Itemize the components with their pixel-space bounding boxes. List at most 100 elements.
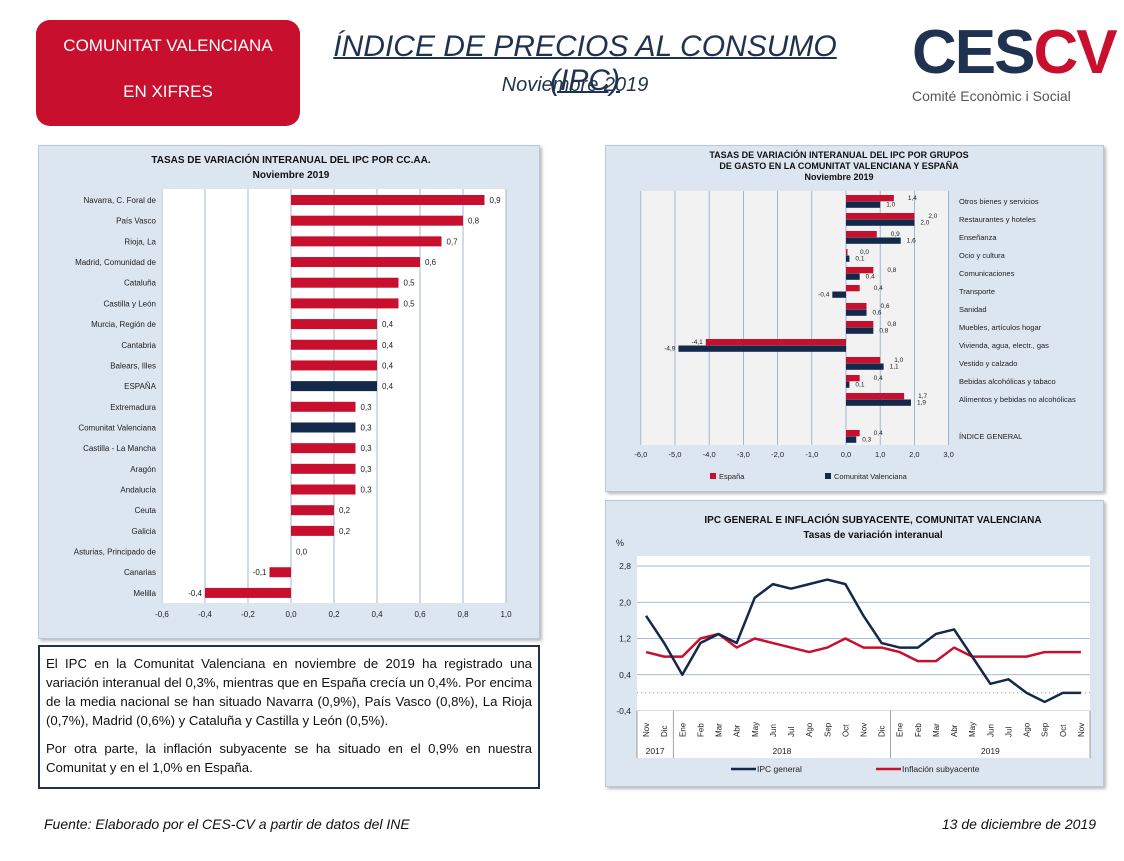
month-label: Sep — [823, 722, 832, 737]
month-label: Ene — [896, 722, 905, 737]
data-label: 0,8 — [468, 217, 480, 226]
y-tick-label: 0,4 — [619, 670, 631, 680]
data-label: 0,2 — [339, 527, 351, 536]
footer-date: 13 de diciembre de 2019 — [941, 816, 1096, 832]
bar-espana — [846, 357, 881, 364]
badge-line-2: EN XIFRES — [123, 82, 213, 101]
category-label: Cataluña — [124, 279, 157, 288]
bar-espana — [846, 231, 877, 238]
chart-title: DE GASTO EN LA COMUNITAT VALENCIANA Y ES… — [719, 161, 959, 171]
plot-area — [637, 556, 1090, 711]
category-label: ÍNDICE GENERAL — [959, 432, 1022, 441]
data-label: -0,4 — [188, 589, 202, 598]
category-label: Andalucía — [120, 486, 156, 495]
data-label: 0,4 — [874, 375, 883, 382]
bar — [291, 319, 377, 330]
ccaa-bar-chart: TASAS DE VARIACIÓN INTERANUAL DEL IPC PO… — [74, 153, 512, 619]
data-label: -4,1 — [692, 339, 704, 346]
x-tick-label: -0,6 — [155, 610, 169, 619]
page-title-text: ÍNDICE DE PRECIOS AL CONSUMO (IPC) — [333, 30, 837, 97]
month-label: Nov — [860, 723, 869, 737]
series-line-ipc-general — [645, 578, 1081, 704]
category-label: Bebidas alcohólicas y tabaco — [959, 377, 1056, 386]
category-label: Balears, Illes — [110, 361, 156, 370]
summary-paragraph-2: Por otra parte, la inflación subyacente … — [46, 741, 532, 775]
year-label: 2018 — [772, 746, 791, 756]
category-label: Galicia — [132, 527, 157, 536]
month-label: Abr — [733, 724, 742, 737]
x-tick-label: 0,6 — [414, 610, 426, 619]
x-tick-label: 0,4 — [371, 610, 383, 619]
bar-cv — [846, 327, 874, 334]
month-label: Feb — [914, 723, 923, 737]
bar-espana — [846, 303, 867, 310]
bar-cv — [846, 237, 901, 244]
data-label: 0,4 — [382, 320, 394, 329]
data-label: 0,2 — [339, 506, 351, 515]
legend-label-espana: España — [719, 472, 745, 481]
category-label: Asturias, Principado de — [74, 548, 157, 557]
data-label: 0,0 — [296, 548, 308, 557]
data-label: 0,1 — [855, 382, 864, 389]
data-label: 0,4 — [382, 361, 394, 370]
bar — [291, 422, 356, 433]
category-label: Aragón — [130, 465, 156, 474]
month-label: Oct — [841, 724, 850, 737]
category-label: Ocio y cultura — [959, 251, 1006, 260]
month-label: Nov — [642, 723, 651, 737]
category-label: Transporte — [959, 287, 995, 296]
data-label: 1,7 — [918, 393, 927, 400]
bar-cv — [678, 345, 846, 352]
bar — [291, 484, 356, 495]
category-label: Vivienda, agua, electr., gas — [959, 341, 1049, 350]
y-tick-label: -0,4 — [616, 706, 631, 716]
month-label: Mar — [932, 723, 941, 737]
x-tick-label: -5,0 — [669, 450, 682, 459]
logo-subtitle: Comité Econòmic i Social — [912, 88, 1071, 104]
category-label: Alimentos y bebidas no alcohólicas — [959, 395, 1076, 404]
data-label: 0,4 — [874, 285, 883, 292]
category-label: Madrid, Comunidad de — [75, 258, 156, 267]
badge-line-1: COMUNITAT VALENCIANA — [63, 36, 273, 55]
data-label: 0,1 — [855, 256, 864, 263]
summary-paragraph-1: El IPC en la Comunitat Valenciana en nov… — [46, 656, 532, 728]
category-label: Castilla - La Mancha — [83, 444, 156, 453]
y-tick-label: 2,8 — [619, 561, 631, 571]
summary-textbox: El IPC en la Comunitat Valenciana en nov… — [38, 645, 540, 789]
legend-label-subyacente: Inflación subyacente — [902, 764, 980, 774]
footer-source: Fuente: Elaborado por el CES-CV a partir… — [44, 816, 410, 832]
year-label: 2019 — [981, 746, 1000, 756]
chart-title: Noviembre 2019 — [804, 172, 873, 182]
data-label: 2,0 — [920, 220, 929, 227]
x-tick-label: -3,0 — [737, 450, 750, 459]
bar-cv — [846, 273, 860, 280]
page-subtitle: Noviembre 2019 — [501, 74, 649, 96]
x-tick-label: -4,0 — [703, 450, 716, 459]
region-badge: COMUNITAT VALENCIANA EN XIFRES — [36, 20, 300, 126]
category-label: Sanidad — [959, 305, 987, 314]
data-label: 0,3 — [361, 444, 373, 453]
month-label: Ene — [678, 722, 687, 737]
bar-espana — [846, 267, 874, 274]
category-label: Canarias — [124, 568, 156, 577]
month-label: Oct — [1059, 724, 1068, 737]
page-title: ÍNDICE DE PRECIOS AL CONSUMO (IPC) — [300, 30, 870, 98]
data-label: 1,1 — [890, 364, 899, 371]
bar-cv — [846, 219, 915, 226]
x-tick-label: 0,8 — [457, 610, 469, 619]
bar — [291, 401, 356, 412]
bar-cv — [846, 309, 867, 316]
data-label: -0,4 — [818, 292, 830, 299]
x-axis-area — [637, 711, 1090, 758]
x-tick-label: 2,0 — [909, 450, 919, 459]
line-chart-panel: IPC GENERAL E INFLACIÓN SUBYACENTE, COMU… — [605, 500, 1104, 787]
data-label: 1,4 — [908, 195, 917, 202]
category-label: Extremadura — [110, 403, 156, 412]
month-label: May — [751, 722, 760, 737]
bar — [291, 195, 485, 205]
bar — [291, 505, 334, 516]
bar-espana — [846, 195, 894, 202]
bar-espana — [846, 393, 905, 400]
data-label: 1,0 — [886, 202, 895, 209]
